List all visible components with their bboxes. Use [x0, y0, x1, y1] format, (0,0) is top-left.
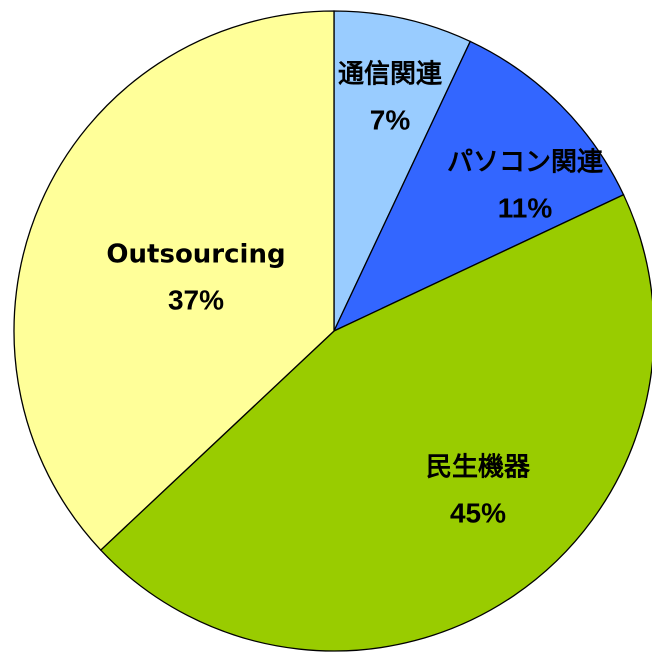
slice-label: パソコン関連 [447, 148, 604, 178]
pie-slice [333, 10, 472, 332]
slice-value-label: 37% [168, 284, 224, 315]
slice-value-label: 45% [450, 497, 506, 528]
slice-label: 通信関連 [338, 60, 443, 90]
slice-value-label: 7% [370, 104, 411, 135]
slice-value-label: 11% [498, 192, 553, 223]
slice-label: Outsourcing [106, 240, 285, 270]
pie-slice [99, 193, 652, 652]
pie-slice [332, 40, 625, 333]
pie-slice [13, 10, 335, 551]
slice-label: 民生機器 [426, 453, 531, 483]
